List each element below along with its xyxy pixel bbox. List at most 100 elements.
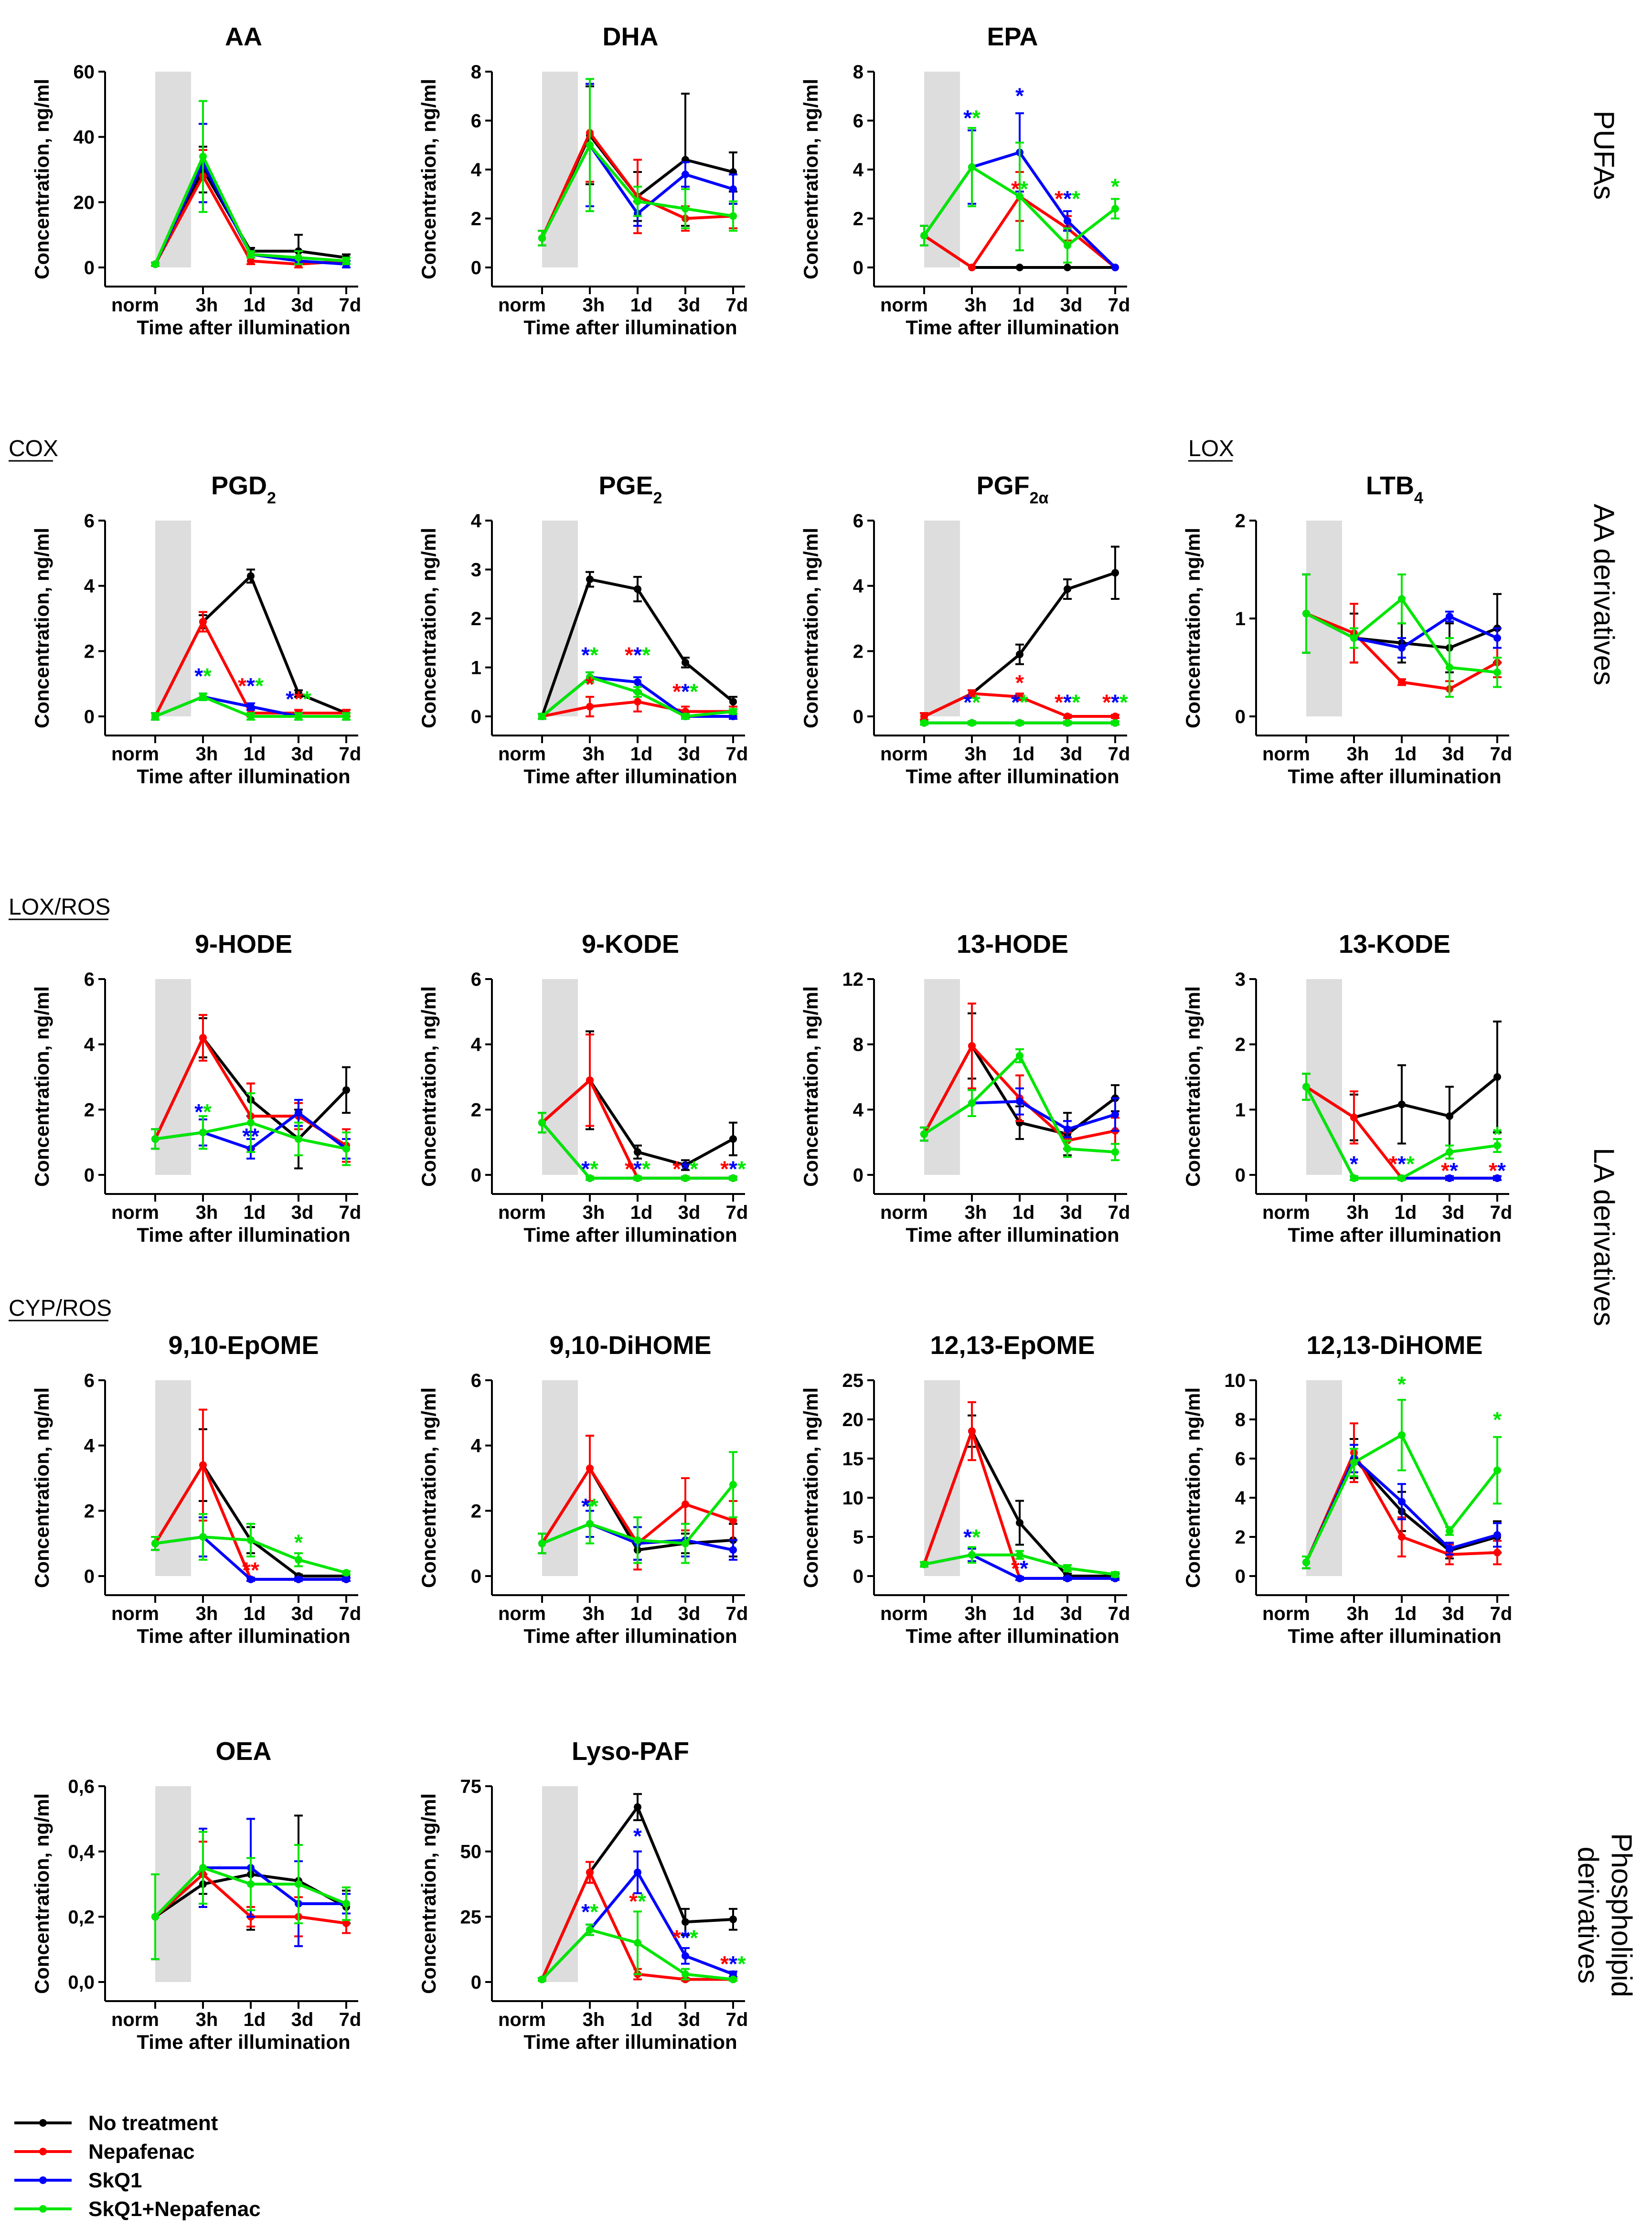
x-tick-label: 3d (1442, 1603, 1465, 1624)
y-tick-label: 2 (84, 641, 95, 662)
data-point (538, 1119, 546, 1127)
y-tick-label: 4 (853, 1099, 864, 1120)
x-tick-label: norm (498, 1603, 546, 1624)
data-point (342, 713, 350, 720)
y-tick-label: 0 (853, 257, 863, 278)
data-point (729, 1915, 737, 1923)
x-axis-label: Time after illumination (906, 765, 1119, 788)
legend-marker (39, 2148, 47, 2155)
y-axis-label: Concentration, ng/ml (31, 1387, 53, 1588)
star: * (590, 1899, 598, 1924)
y-tick-label: 4 (84, 1034, 95, 1055)
x-axis-label: Time after illumination (523, 1625, 737, 1647)
panel-title-subscript: 4 (1414, 489, 1423, 507)
data-point (729, 1546, 737, 1554)
illumination-shade (155, 1380, 191, 1576)
series-skq1-nepafenac (151, 1513, 351, 1577)
star: * (681, 679, 690, 704)
star: * (629, 1889, 638, 1914)
y-tick-label: 12 (842, 969, 864, 990)
illumination-shade (155, 521, 191, 716)
data-point (634, 688, 641, 696)
data-point (729, 1516, 737, 1524)
group-label-phospholipid-line1: Phospholipid (1606, 1833, 1638, 1997)
data-point (295, 1109, 302, 1117)
x-axis-label: Time after illumination (137, 2031, 350, 2053)
data-point (538, 1975, 546, 1983)
y-tick-label: 0,6 (68, 1776, 95, 1797)
data-point (1350, 1113, 1358, 1121)
x-tick-label: 1d (630, 295, 653, 316)
significance-stars: *** (672, 1925, 698, 1950)
star: * (672, 679, 681, 704)
data-point (342, 1145, 350, 1153)
y-tick-label: 6 (471, 1370, 481, 1391)
x-tick-label: 3d (678, 744, 701, 765)
data-point (586, 1076, 594, 1084)
series-skq1-nepafenac (538, 1910, 737, 1983)
illumination-shade (542, 521, 578, 716)
x-axis-label: Time after illumination (906, 316, 1119, 339)
y-tick-label: 2 (471, 1501, 481, 1522)
legend-marker (39, 2176, 47, 2184)
panel-title: 13-HODE (957, 930, 1068, 959)
data-point (729, 707, 737, 715)
x-tick-label: 3d (678, 1202, 701, 1223)
star: * (1055, 186, 1063, 211)
data-point (1350, 634, 1358, 642)
y-tick-label: 4 (853, 576, 864, 597)
x-tick-label: norm (498, 744, 546, 765)
significance-stars: ** (1011, 1556, 1028, 1581)
y-axis-label: Concentration, ng/ml (417, 986, 440, 1187)
x-tick-label: 1d (244, 295, 266, 316)
x-axis-label: Time after illumination (523, 316, 737, 339)
data-point (634, 1148, 641, 1156)
y-axis-label: Concentration, ng/ml (799, 986, 822, 1187)
data-point (199, 693, 207, 701)
star: * (255, 673, 264, 698)
data-point (1064, 264, 1071, 271)
x-axis-label: Time after illumination (523, 1224, 737, 1246)
panel-title: DHA (603, 22, 659, 51)
panel-title: 13-KODE (1339, 930, 1450, 959)
y-tick-label: 3 (1235, 969, 1246, 990)
data-point (151, 1913, 159, 1921)
data-point (1446, 1112, 1453, 1120)
x-tick-label: 3d (291, 744, 314, 765)
data-point (1493, 1548, 1501, 1556)
y-tick-label: 0 (84, 257, 95, 278)
y-tick-label: 6 (471, 969, 481, 990)
y-tick-label: 4 (853, 160, 864, 181)
x-tick-label: 1d (1013, 295, 1035, 316)
panel-title: PGF2α (977, 471, 1049, 507)
star: * (1493, 1122, 1502, 1147)
y-tick-label: 0 (471, 1972, 481, 1993)
series-skq1-nepafenac (1302, 573, 1502, 698)
x-axis-label: Time after illumination (137, 316, 350, 339)
significance-stars: * (1015, 670, 1024, 695)
star: * (729, 1156, 737, 1181)
star: * (681, 1156, 690, 1181)
star: * (246, 673, 255, 698)
data-point (682, 1174, 689, 1182)
y-tick-label: 25 (842, 1370, 864, 1391)
x-tick-label: 1d (630, 1603, 653, 1624)
x-tick-label: 7d (1490, 744, 1513, 765)
y-axis-label: Concentration, ng/ml (31, 79, 53, 279)
x-tick-label: 3d (1442, 1202, 1465, 1223)
data-point (586, 575, 594, 583)
group-label-aa-derivatives: AA derivatives (1588, 504, 1620, 685)
y-tick-label: 0 (1235, 1165, 1246, 1186)
star: * (581, 1156, 590, 1181)
data-point (1398, 1431, 1406, 1439)
x-tick-label: 1d (1395, 744, 1417, 765)
data-point (151, 1539, 159, 1547)
section-label-cyp-ros: CYP/ROS (9, 1296, 112, 1321)
star: * (1489, 1158, 1497, 1183)
x-tick-label: 3d (1060, 1603, 1083, 1624)
legend-label: Nepafenac (88, 2140, 195, 2163)
data-point (586, 703, 594, 711)
